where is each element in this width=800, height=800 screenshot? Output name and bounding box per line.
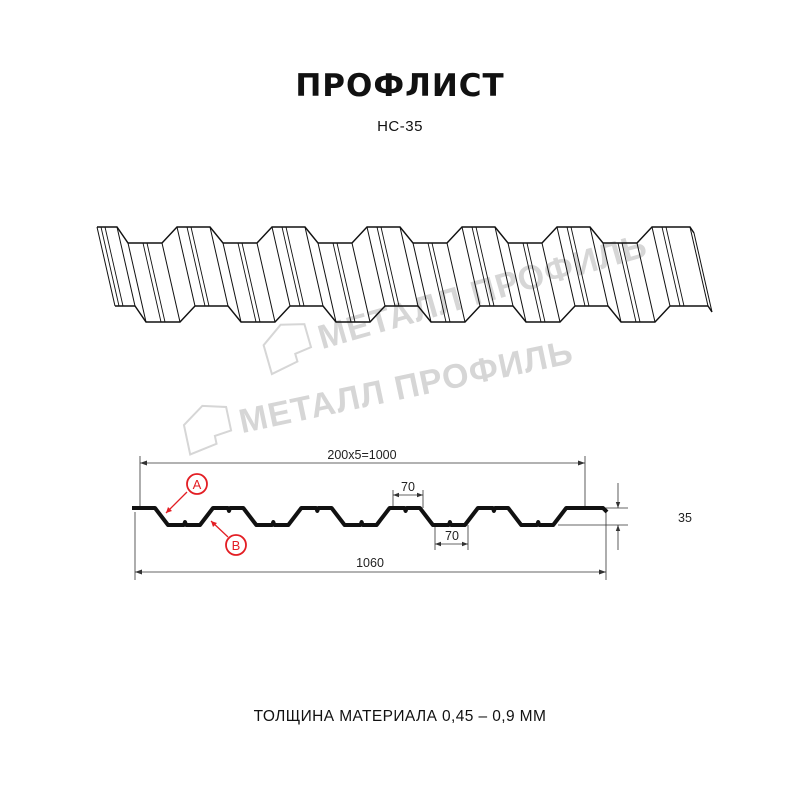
- model-subtitle: НС-35: [377, 118, 423, 135]
- sheet-fold-line: [161, 242, 181, 323]
- sheet-rib-line: [241, 242, 261, 323]
- sheet-rib-line: [471, 226, 491, 307]
- arrowhead: [615, 502, 621, 531]
- sheet-rib-line: [570, 226, 590, 307]
- page-title: ПРОФЛИСТ: [295, 68, 505, 104]
- marker-a-label: A: [193, 477, 202, 492]
- watermark-text-2: МЕТАЛЛ ПРОФИЛЬ: [236, 333, 577, 441]
- sheet-rib-line: [665, 226, 685, 307]
- material-thickness-note: ТОЛЩИНА МАТЕРИАЛА 0,45 – 0,9 ММ: [253, 708, 547, 725]
- cross-section: 200x5=1000 70 70 35 1060 A B: [132, 448, 692, 580]
- sheet-fold-line: [317, 242, 337, 323]
- sheet-rib-line: [190, 226, 210, 307]
- sheet-fold-line: [693, 232, 713, 313]
- top-flat-label: 70: [401, 480, 415, 494]
- total-width-label: 1060: [356, 556, 384, 570]
- sheet-rib-line: [376, 226, 396, 307]
- sheet-fold-line: [399, 226, 419, 307]
- sheet-fold-line: [602, 242, 622, 323]
- sheet-rib-line: [142, 242, 162, 323]
- sheet-rib-line: [661, 226, 681, 307]
- sheet-fold-line: [589, 226, 609, 307]
- sheet-fold-line: [461, 226, 481, 307]
- sheet-rib-line: [526, 242, 546, 323]
- profile-section: [132, 506, 609, 527]
- marker-b-circle: [225, 534, 247, 556]
- pitch-label: 200x5=1000: [327, 448, 396, 462]
- sheet-rib-line: [475, 226, 495, 307]
- sheet-rib-line: [104, 226, 124, 307]
- sheet-fold-line: [256, 242, 276, 323]
- sheet-fold-line: [209, 226, 229, 307]
- sheet-fold-line: [507, 242, 527, 323]
- sheet-rib-line: [237, 242, 257, 323]
- sheet-rib-line: [146, 242, 166, 323]
- sheet-fold-line: [351, 242, 371, 323]
- arrowhead: [211, 521, 217, 527]
- watermark-text: МЕТАЛЛ ПРОФИЛЬ: [314, 227, 652, 357]
- sheet-fold-line: [556, 226, 576, 307]
- sheet-rib-line: [281, 226, 301, 307]
- sheet-rib-line: [431, 242, 451, 323]
- marker-b-label: B: [232, 538, 241, 553]
- sheet-rib-line: [336, 242, 356, 323]
- sheet-rib-line: [621, 242, 641, 323]
- sheet-rib-line: [522, 242, 542, 323]
- sheet-fold-line: [96, 226, 116, 307]
- sheet-fold-line: [689, 226, 709, 307]
- arrowhead: [166, 507, 172, 513]
- sheet-rib-line: [186, 226, 206, 307]
- sheet-rib-line: [285, 226, 305, 307]
- sheet-fold-line: [651, 226, 671, 307]
- sheet-rib-line: [332, 242, 352, 323]
- height-label: 35: [678, 511, 692, 525]
- sheet-outline: [96, 226, 713, 323]
- watermark-logo-2: МЕТАЛЛ ПРОФИЛЬ: [182, 333, 577, 456]
- sheet-fold-line: [412, 242, 432, 323]
- sheet-fold-line: [366, 226, 386, 307]
- sheet-fold-line: [116, 226, 136, 307]
- sheet-fold-line: [176, 226, 196, 307]
- marker-a-circle: [186, 473, 208, 495]
- sheet-fold-line: [446, 242, 466, 323]
- sheet-rib-line: [380, 226, 400, 307]
- sheet-fold-line: [304, 226, 324, 307]
- sheet-fold-line: [636, 242, 656, 323]
- arrowhead: [393, 492, 423, 498]
- sheet-rib-line: [427, 242, 447, 323]
- bottom-flat-label: 70: [445, 529, 459, 543]
- sheet-fold-line: [541, 242, 561, 323]
- sheet-fold-line: [494, 226, 514, 307]
- sheet-rib-line: [100, 226, 120, 307]
- sheet-rib-line: [566, 226, 586, 307]
- sheet-fold-line: [127, 242, 147, 323]
- sheet-rib-line: [617, 242, 637, 323]
- sheet-fold-line: [222, 242, 242, 323]
- sheet-fold-line: [271, 226, 291, 307]
